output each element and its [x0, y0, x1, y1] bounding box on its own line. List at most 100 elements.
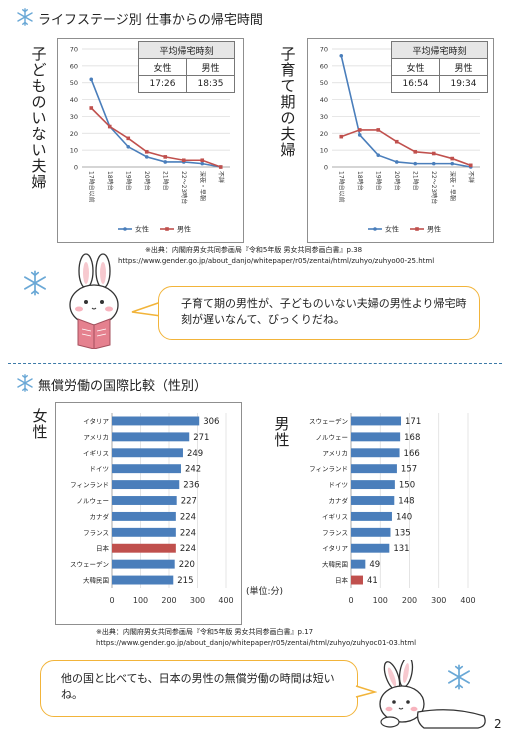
- series-line-male: [340, 129, 472, 167]
- data-point: [450, 161, 455, 166]
- y-tick-label: 0: [324, 164, 328, 172]
- data-point: [376, 153, 381, 157]
- x-tick-label: 深夜・早朝: [448, 171, 456, 201]
- legend-marker: [123, 227, 127, 231]
- category-label: 大韓民国: [322, 560, 348, 569]
- x-tick-label: 0: [348, 596, 353, 605]
- series-line-female: [340, 55, 471, 168]
- category-label: ノルウェー: [316, 433, 349, 441]
- data-label: 242: [185, 465, 201, 475]
- legend-marker: [165, 227, 169, 231]
- snowflake-icon: [448, 664, 470, 690]
- legend-label-male: 男性: [427, 225, 441, 234]
- speech-bubble-tail: [131, 301, 162, 317]
- data-label: 236: [183, 481, 199, 491]
- table-title: 平均帰宅時刻: [391, 41, 488, 59]
- y-tick-label: 30: [70, 113, 78, 121]
- bar: [112, 464, 181, 474]
- x-tick-label: 20時台: [143, 171, 151, 191]
- legend-label-female: 女性: [135, 225, 149, 234]
- data-label: 140: [396, 512, 412, 522]
- bunny-lying-illustration: [379, 660, 486, 729]
- bar: [112, 448, 183, 458]
- category-label: ノルウェー: [77, 497, 110, 505]
- category-label: スウェーデン: [70, 560, 109, 569]
- data-label: 215: [177, 576, 193, 586]
- x-tick-label: 100: [133, 596, 148, 605]
- bar: [112, 543, 176, 553]
- data-point: [339, 134, 344, 139]
- male-side-label: 男性: [274, 415, 290, 449]
- x-tick-label: 21時台: [411, 171, 419, 191]
- category-label: 大韓民国: [83, 576, 109, 585]
- section-divider: [8, 363, 502, 364]
- bar: [112, 527, 176, 537]
- x-tick-label: 18時台: [106, 171, 114, 191]
- side-label-text: 子どものいない夫婦: [31, 45, 47, 191]
- bar: [351, 432, 401, 442]
- data-label: 227: [181, 497, 197, 507]
- y-tick-label: 20: [320, 130, 328, 138]
- category-label: 日本: [96, 544, 110, 553]
- data-label: 249: [187, 449, 203, 459]
- category-label: 日本: [335, 576, 349, 585]
- source-url: https://www.gender.go.jp/about_danjo/whi…: [118, 257, 435, 265]
- unit-label: (単位:分): [246, 587, 284, 597]
- speech-bubble-1: 子育て期の男性が、子どものいない夫婦の男性より帰宅時刻が遅いなんて、びっくりだね…: [158, 286, 480, 340]
- category-label: フィンランド: [309, 465, 348, 473]
- male-value: 19:34: [438, 75, 489, 93]
- data-label: 220: [179, 560, 195, 570]
- page-number: 2: [494, 717, 502, 731]
- source-citation: ※出典：内閣府男女共同参画局『令和5年版 男女共同参画白書』p.17: [96, 628, 314, 636]
- legend-label-female: 女性: [385, 225, 399, 234]
- bubble-text: 他の国と比べても、日本の男性の無償労働の時間は短いね。: [61, 672, 335, 701]
- category-label: フィンランド: [70, 481, 109, 489]
- speech-bubble-tail: [355, 685, 377, 698]
- series-line-male: [90, 107, 222, 168]
- source-url: https://www.gender.go.jp/about_danjo/whi…: [96, 639, 417, 647]
- male-header: 男性: [438, 58, 489, 76]
- female-header: 女性: [138, 58, 187, 76]
- data-point: [89, 77, 94, 82]
- x-tick-label: 0: [109, 596, 114, 605]
- x-tick-label: 20時台: [393, 171, 401, 191]
- bar: [351, 464, 397, 474]
- data-point: [431, 151, 436, 156]
- side-label-child-rearing: 子育て期の夫婦: [279, 46, 299, 176]
- bar: [112, 575, 174, 585]
- bar: [351, 511, 392, 521]
- bar: [351, 543, 390, 553]
- y-tick-label: 60: [70, 62, 78, 70]
- snowflake-icon: [24, 270, 46, 296]
- data-label: 306: [203, 417, 219, 427]
- bar: [351, 496, 395, 505]
- data-point: [394, 160, 399, 164]
- x-tick-label: 17時台以前: [87, 171, 95, 203]
- x-tick-label: 200: [402, 596, 417, 605]
- bar: [112, 432, 190, 442]
- y-tick-label: 10: [70, 147, 78, 155]
- bar: [112, 480, 180, 490]
- data-label: 168: [404, 433, 420, 443]
- data-point: [357, 133, 362, 137]
- data-point: [163, 155, 168, 159]
- data-point: [181, 158, 186, 163]
- data-point: [144, 155, 149, 159]
- y-tick-label: 40: [70, 96, 78, 104]
- bar: [351, 480, 395, 490]
- data-point: [200, 161, 205, 166]
- x-tick-label: 19時台: [374, 171, 382, 191]
- x-tick-label: 22〜23時台: [430, 171, 438, 204]
- snowflake-icon: [17, 374, 33, 392]
- x-tick-label: 400: [460, 596, 475, 605]
- snowflake-icon: [17, 8, 33, 26]
- data-point: [126, 144, 131, 149]
- female-header: 女性: [391, 58, 440, 76]
- bar: [112, 496, 177, 505]
- data-label: 224: [180, 544, 196, 554]
- side-label-text: 子育て期の夫婦: [280, 45, 296, 159]
- x-tick-label: 200: [161, 596, 176, 605]
- speech-bubble-2: 他の国と比べても、日本の男性の無償労働の時間は短いね。: [40, 660, 358, 717]
- data-point: [468, 163, 473, 168]
- bubble-text: 子育て期の男性が、子どものいない夫婦の男性より帰宅時刻が遅いなんて、びっくりだね…: [181, 297, 467, 326]
